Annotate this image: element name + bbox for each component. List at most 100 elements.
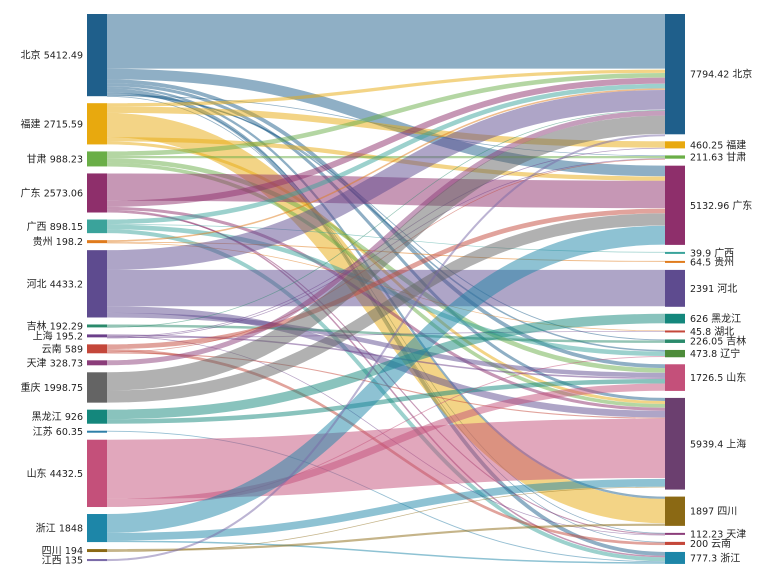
source-label-3: 广东 2573.06 [21,186,83,199]
target-label-0: 7794.42 北京 [690,68,752,81]
link-56 [106,225,666,533]
link-25 [106,83,666,225]
source-node-16[interactable] [87,549,107,553]
target-node-2[interactable] [665,155,685,159]
sankey-nodes [87,14,685,564]
link-53 [106,418,666,499]
target-node-14[interactable] [665,532,685,535]
target-label-16: 777.3 浙江 [690,552,740,564]
link-58 [106,540,666,564]
source-label-15: 浙江 1848 [36,523,83,535]
link-51 [106,378,666,424]
source-node-3[interactable] [87,173,107,213]
source-node-2[interactable] [87,151,107,167]
target-label-14: 112.23 天津 [690,528,746,540]
source-node-14[interactable] [87,439,107,508]
source-label-11: 重庆 1998.75 [21,381,83,394]
source-node-0[interactable] [87,14,107,97]
target-label-5: 64.5 贵州 [690,255,734,268]
source-node-15[interactable] [87,514,107,543]
target-node-7[interactable] [665,313,685,324]
source-label-10: 天津 328.73 [27,357,83,369]
target-node-16[interactable] [665,551,685,564]
target-label-4: 39.9 广西 [690,247,734,259]
source-label-13: 江苏 60.35 [33,425,83,438]
link-35 [106,312,666,378]
target-node-6[interactable] [665,269,685,307]
link-59 [106,523,666,552]
target-label-3: 5132.96 广东 [690,199,752,212]
sankey-links [106,13,666,564]
link-37 [106,110,666,328]
link-11 [106,69,666,107]
target-node-0[interactable] [665,14,685,135]
target-label-6: 2391 河北 [690,283,737,295]
source-node-10[interactable] [87,360,107,366]
target-node-15[interactable] [665,541,685,545]
link-49 [106,213,666,403]
source-label-14: 山东 4432.5 [27,467,83,480]
link-1 [106,68,666,177]
source-node-9[interactable] [87,344,107,354]
target-node-3[interactable] [665,165,685,245]
source-label-16: 四川 194 [42,546,83,557]
link-57 [106,478,666,541]
source-label-6: 河北 4433.2 [27,278,83,290]
source-label-5: 贵州 198.2 [33,235,83,248]
target-label-2: 211.63 甘肃 [690,151,746,164]
link-32 [106,89,666,270]
source-node-5[interactable] [87,240,107,244]
link-16 [106,72,666,156]
target-label-10: 473.8 辽宁 [690,347,740,360]
source-node-6[interactable] [87,250,107,318]
target-label-13: 1897 四川 [690,507,737,518]
source-node-8[interactable] [87,334,107,338]
source-node-17[interactable] [87,559,107,562]
target-node-9[interactable] [665,339,685,343]
source-label-9: 云南 589 [42,342,83,355]
target-node-1[interactable] [665,141,685,149]
source-label-0: 北京 5412.49 [21,49,83,62]
target-label-7: 626 黑龙江 [690,312,741,325]
target-label-12: 5939.4 上海 [690,437,746,450]
target-label-11: 1726.5 山东 [690,371,746,384]
source-node-13[interactable] [87,430,107,433]
link-61 [106,134,666,562]
link-2 [106,79,666,369]
link-60 [106,486,666,553]
source-node-12[interactable] [87,409,107,424]
source-node-11[interactable] [87,372,107,403]
link-14 [106,137,666,181]
source-node-7[interactable] [87,324,107,328]
source-label-17: 江西 135 [42,555,83,567]
target-node-11[interactable] [665,364,685,391]
target-node-8[interactable] [665,330,685,333]
link-47 [106,110,666,366]
source-label-2: 甘肃 988.23 [27,152,83,165]
link-43 [106,208,666,350]
target-node-5[interactable] [665,260,685,263]
source-node-4[interactable] [87,219,107,234]
target-node-10[interactable] [665,349,685,358]
link-48 [106,115,666,391]
target-node-13[interactable] [665,496,685,526]
source-label-7: 吉林 192.29 [27,319,83,332]
source-label-1: 福建 2715.59 [21,117,83,130]
target-node-12[interactable] [665,397,685,490]
target-label-15: 200 云南 [690,537,731,550]
source-node-1[interactable] [87,103,107,145]
target-label-1: 460.25 福建 [690,138,746,151]
link-54 [106,383,666,507]
source-label-8: 上海 195.2 [33,329,83,342]
source-label-12: 黑龙江 926 [32,410,83,423]
link-21 [106,77,666,207]
target-label-8: 45.8 湖北 [690,326,734,338]
source-label-4: 广西 898.15 [27,221,83,233]
link-18 [106,158,666,373]
sankey-labels: 北京 5412.49 福建 2715.59 甘肃 988.23 广东 2573.06 广… [21,49,753,567]
link-52 [106,430,666,563]
link-7 [106,92,666,352]
link-29 [106,88,666,242]
target-node-4[interactable] [665,251,685,254]
